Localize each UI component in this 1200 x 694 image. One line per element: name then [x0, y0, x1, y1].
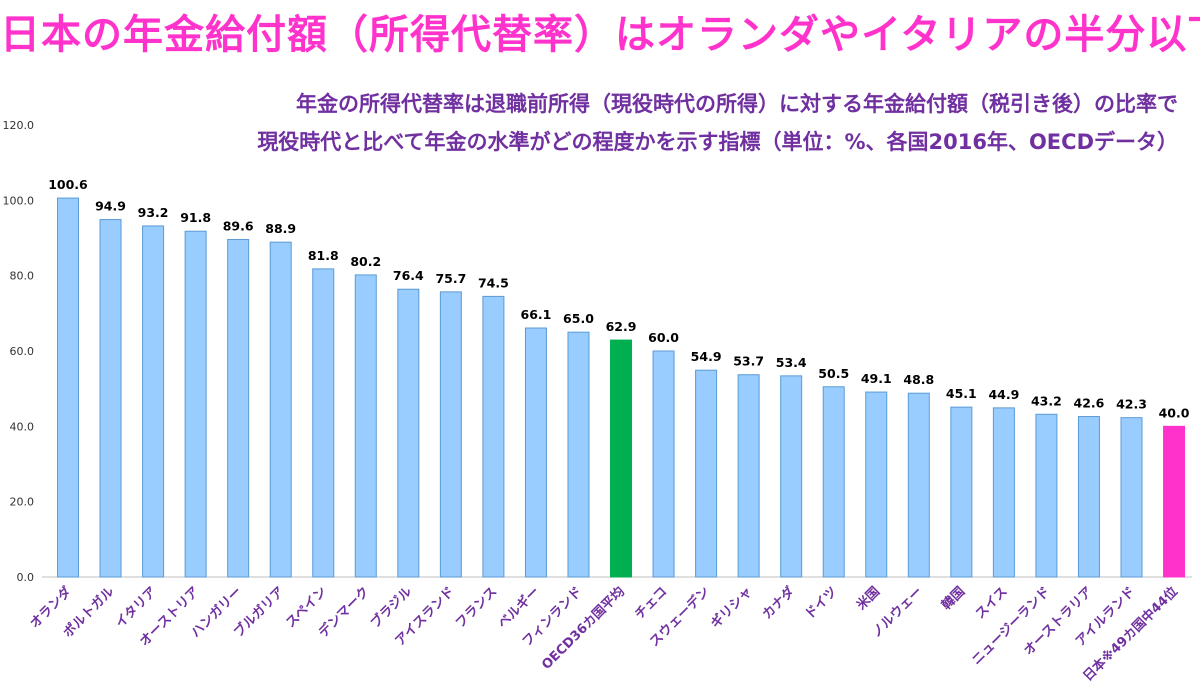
data-label-10: 74.5 [478, 275, 509, 290]
bar-22 [992, 407, 1015, 578]
data-label-14: 60.0 [648, 330, 679, 345]
bar-26 [1163, 425, 1186, 578]
bar-8 [397, 288, 420, 578]
data-label-26: 40.0 [1159, 405, 1190, 420]
bar-24 [1077, 416, 1100, 578]
bar-9 [439, 291, 462, 578]
bar-10 [482, 295, 505, 578]
category-label-10: フランス [453, 584, 500, 631]
data-label-0: 100.6 [48, 177, 88, 192]
bar-15 [695, 369, 718, 578]
chart-subtitle-line-1: 年金の所得代替率は退職前所得（現役時代の所得）に対する年金給付額（税引き後）の比… [296, 92, 1178, 116]
bar-5 [269, 241, 292, 578]
bar-7 [354, 274, 377, 578]
y-tick-label: 100.0 [3, 194, 35, 207]
data-label-9: 75.7 [435, 271, 466, 286]
bar-6 [312, 268, 335, 578]
y-tick-label: 40.0 [10, 420, 35, 433]
bar-25 [1120, 417, 1143, 578]
data-label-18: 50.5 [818, 366, 849, 381]
data-label-11: 66.1 [521, 307, 552, 322]
bar-4 [227, 239, 250, 578]
data-label-16: 53.7 [733, 354, 764, 369]
bar-series [57, 197, 1186, 578]
y-tick-label: 120.0 [3, 119, 35, 132]
data-label-19: 49.1 [861, 371, 892, 386]
bar-20 [907, 392, 930, 578]
bar-13 [610, 339, 633, 578]
data-labels: 100.6 94.9 93.2 91.8 89.6 88.9 81.8 80.2 76.4 75.… [48, 177, 1190, 420]
y-tick-label: 80.0 [10, 270, 35, 283]
category-label-16: ギリシャ [707, 584, 755, 632]
data-label-24: 42.6 [1074, 396, 1105, 411]
bar-21 [950, 406, 973, 578]
data-label-12: 65.0 [563, 311, 594, 326]
chart-title: 日本の年金給付額（所得代替率）はオランダやイタリアの半分以下 [0, 12, 1200, 58]
data-label-1: 94.9 [95, 199, 126, 214]
bar-0 [57, 197, 79, 578]
data-label-4: 89.6 [223, 219, 254, 234]
y-tick-label: 20.0 [10, 496, 35, 509]
data-label-15: 54.9 [691, 349, 722, 364]
data-label-20: 48.8 [903, 372, 934, 387]
chart-subtitle-line-2: 現役時代と比べて年金の水準がどの程度かを示す指標（単位：%、各国2016年、OE… [257, 130, 1178, 154]
bar-19 [865, 391, 888, 578]
category-label-17: カナダ [759, 584, 798, 623]
category-label-23: ニュージーランド [969, 584, 1053, 668]
bar-1 [99, 219, 122, 578]
y-tick-label: 0.0 [17, 571, 35, 584]
bar-14 [652, 350, 675, 578]
data-label-13: 62.9 [606, 319, 637, 334]
x-axis-labels: オランダポルトガルイタリアオーストリアハンガリーブルガリアスペインデンマークブラ… [27, 584, 1181, 685]
bar-18 [822, 386, 845, 578]
data-label-5: 88.9 [265, 221, 296, 236]
data-label-3: 91.8 [180, 210, 211, 225]
data-label-22: 44.9 [988, 387, 1019, 402]
bar-3 [184, 230, 207, 578]
bar-12 [567, 331, 590, 578]
category-label-22: スイス [973, 584, 1011, 622]
y-tick-label: 60.0 [10, 345, 35, 358]
bar-23 [1035, 413, 1058, 578]
data-label-8: 76.4 [393, 268, 424, 283]
bar-16 [737, 374, 760, 578]
data-label-21: 45.1 [946, 386, 977, 401]
data-label-25: 42.3 [1116, 397, 1147, 412]
category-label-21: 韓国 [938, 584, 968, 614]
bar-2 [142, 225, 165, 578]
bar-11 [524, 327, 547, 578]
category-label-14: チェコ [632, 584, 670, 622]
data-label-7: 80.2 [350, 254, 381, 269]
data-label-6: 81.8 [308, 248, 339, 263]
category-label-18: ドイツ [802, 584, 840, 622]
data-label-17: 53.4 [776, 355, 807, 370]
data-label-23: 43.2 [1031, 393, 1062, 408]
data-label-2: 93.2 [138, 205, 169, 220]
category-label-19: 米国 [853, 584, 883, 614]
bar-17 [780, 375, 803, 578]
